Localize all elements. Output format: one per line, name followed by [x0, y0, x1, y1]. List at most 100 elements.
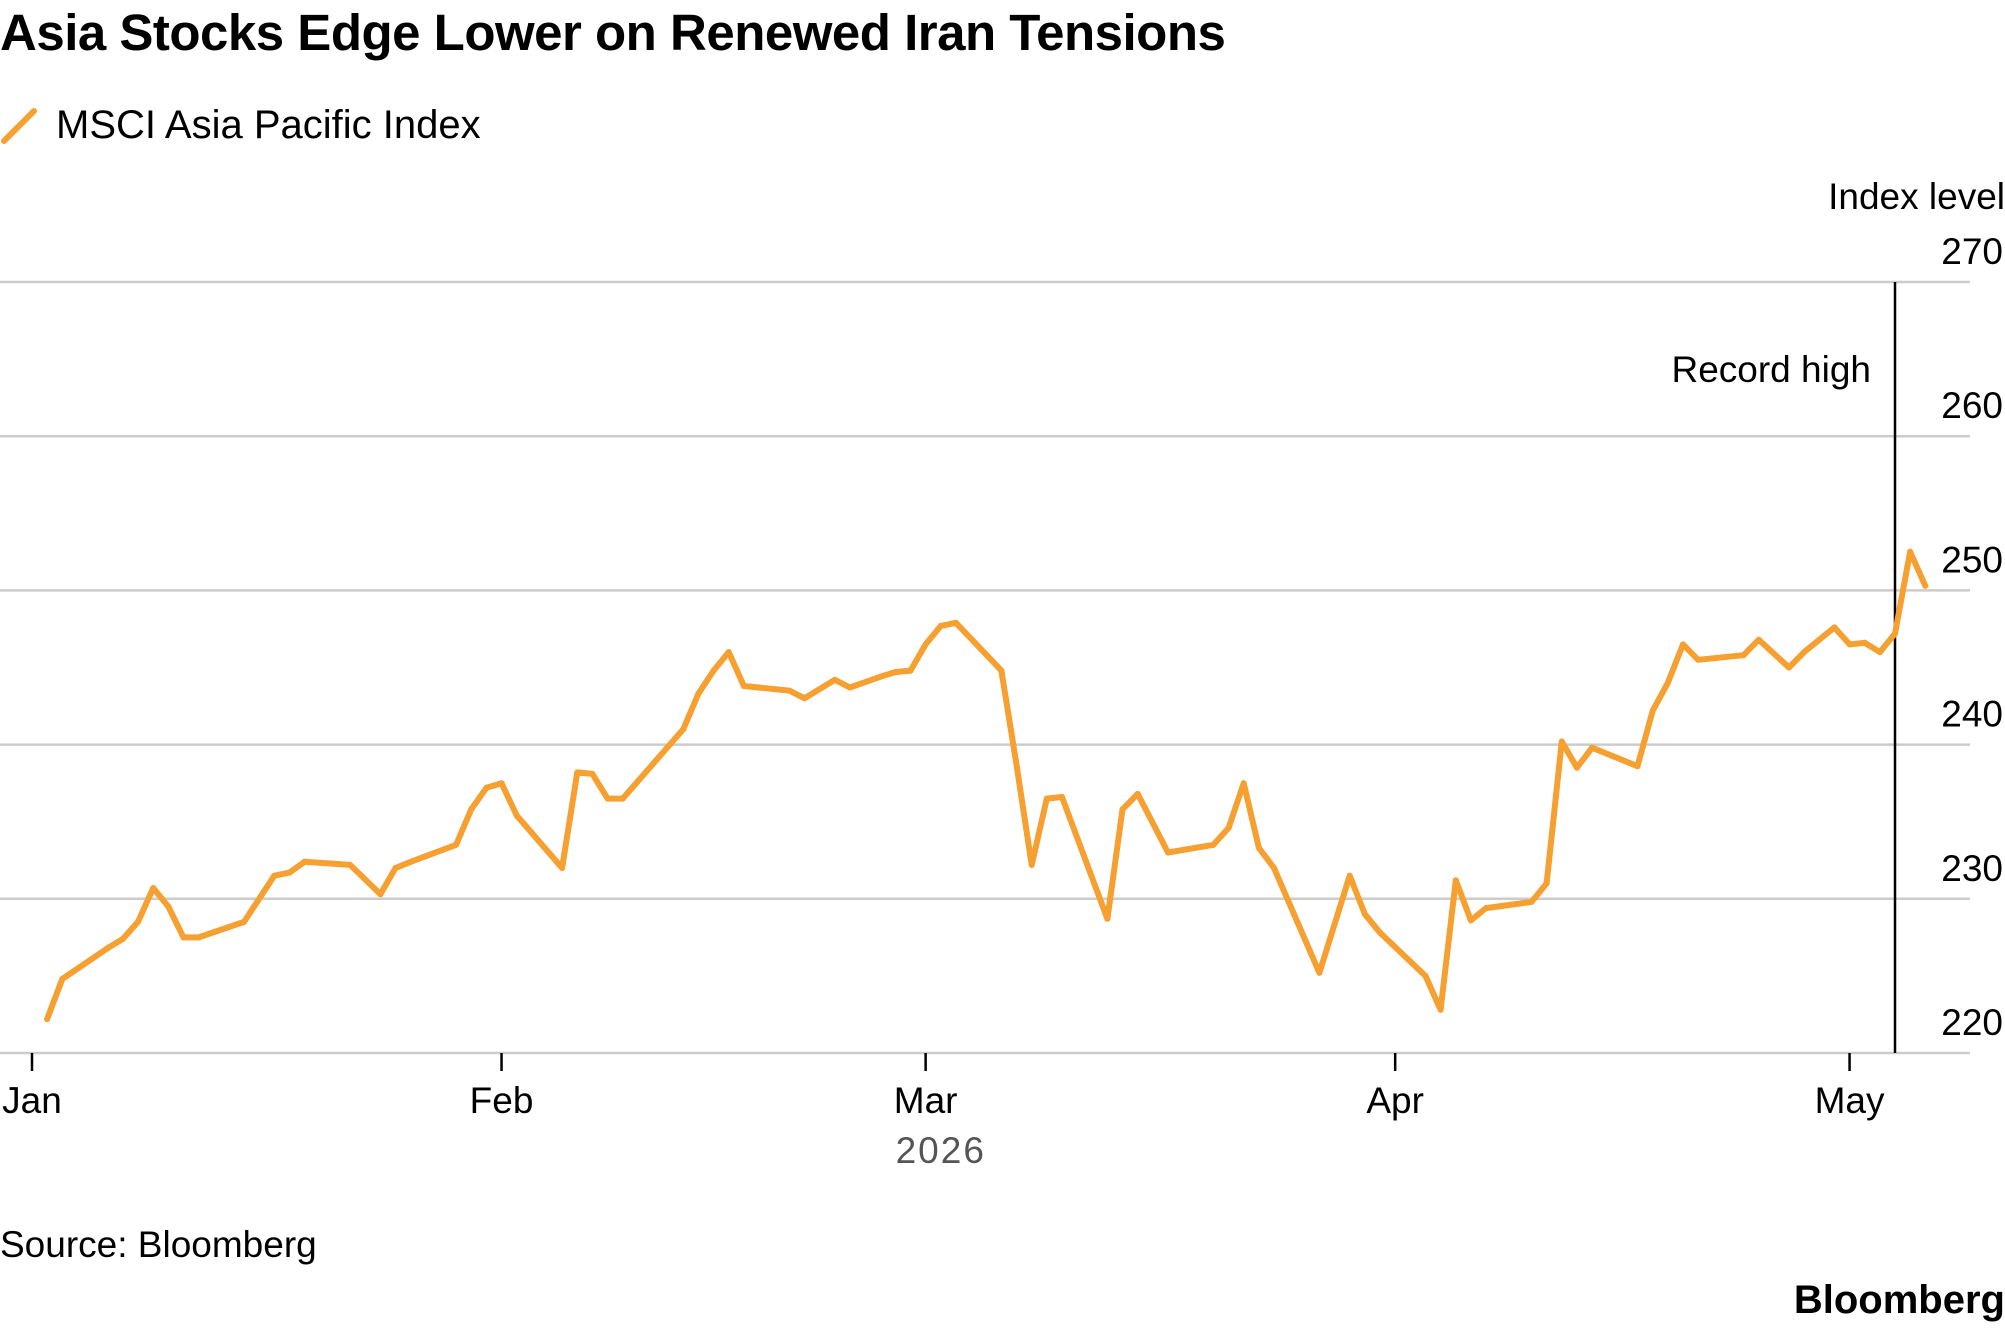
data-point	[135, 918, 141, 925]
data-point	[513, 812, 520, 819]
y-axis-ticks: 220 230 240 250 260 270	[1941, 231, 2003, 1043]
data-point	[1210, 841, 1217, 848]
data-point	[1059, 794, 1065, 800]
data-point	[347, 861, 354, 868]
data-point	[150, 885, 157, 891]
data-point	[574, 769, 581, 776]
data-point	[1801, 649, 1808, 656]
record-high-annotation: Record high	[1671, 349, 1871, 390]
data-point	[1316, 969, 1323, 976]
x-tick-label-mar: Mar	[894, 1080, 958, 1121]
x-tick-label-may: May	[1815, 1080, 1885, 1121]
legend: MSCI Asia Pacific Index	[0, 95, 481, 155]
legend-swatch-icon	[1, 108, 37, 144]
data-point	[1680, 641, 1686, 648]
data-point	[195, 934, 202, 941]
source-note: Source: Bloomberg	[0, 1224, 317, 1265]
data-point	[1119, 806, 1126, 813]
data-point	[1755, 636, 1762, 643]
data-point	[892, 669, 899, 676]
y-tick-label-220: 220	[1941, 1002, 2003, 1043]
data-point	[937, 622, 944, 629]
data-point	[1831, 624, 1838, 631]
data-point	[831, 676, 838, 683]
data-point	[1907, 548, 1914, 555]
data-point	[725, 649, 732, 656]
data-point	[165, 903, 172, 910]
data-point	[1346, 872, 1353, 879]
data-point	[1452, 877, 1459, 884]
data-point	[1437, 1006, 1444, 1013]
data-point	[619, 795, 626, 802]
data-point	[407, 858, 414, 865]
data-point	[922, 641, 929, 648]
y-axis-label: Index level	[1828, 176, 2005, 217]
data-point	[180, 934, 187, 941]
x-axis: Jan Feb Mar Apr May 2026	[0, 1051, 1970, 1171]
data-point	[1740, 652, 1747, 659]
data-point	[498, 780, 505, 787]
data-point	[1543, 880, 1550, 887]
y-tick-label-240: 240	[1941, 694, 2003, 735]
data-point	[392, 865, 399, 871]
data-point	[710, 667, 717, 674]
data-point	[1104, 915, 1111, 922]
data-point	[998, 667, 1005, 674]
data-point	[1861, 639, 1868, 646]
data-point	[453, 841, 460, 848]
data-point	[1361, 911, 1368, 918]
data-point	[846, 684, 853, 691]
data-point	[1043, 795, 1050, 802]
data-point	[1634, 763, 1641, 770]
data-point	[271, 872, 278, 879]
data-point	[119, 935, 126, 942]
data-point	[589, 770, 596, 777]
y-tick-label-250: 250	[1941, 539, 2003, 580]
data-point	[559, 865, 566, 871]
data-point	[1846, 641, 1853, 648]
data-point	[1876, 649, 1883, 656]
annotations: Record high	[1671, 282, 1897, 1053]
series-layer	[44, 548, 1929, 1023]
data-point	[1922, 582, 1929, 589]
data-point	[1892, 630, 1898, 637]
data-point	[801, 695, 808, 702]
data-point	[1028, 861, 1035, 868]
bloomberg-logo: Bloomberg	[1793, 1278, 2005, 1322]
data-point	[1816, 636, 1823, 643]
data-point	[377, 891, 384, 898]
data-point	[877, 673, 884, 680]
data-point	[695, 690, 702, 697]
data-point	[1483, 905, 1489, 912]
data-point	[1558, 738, 1565, 745]
data-point	[1528, 898, 1535, 905]
legend-label: MSCI Asia Pacific Index	[56, 103, 481, 147]
data-point	[1649, 707, 1656, 714]
data-point	[1377, 929, 1383, 936]
data-point	[1664, 679, 1671, 686]
data-point	[1422, 972, 1429, 979]
data-point	[468, 806, 475, 813]
data-point	[104, 945, 111, 952]
data-point	[1786, 664, 1792, 671]
data-point	[680, 726, 687, 733]
y-tick-label-270: 270	[1941, 231, 2003, 272]
data-point	[1589, 744, 1596, 751]
data-point	[1573, 764, 1580, 771]
data-point	[44, 1016, 51, 1023]
y-tick-label-230: 230	[1941, 848, 2003, 889]
data-point	[1240, 780, 1247, 787]
data-point	[241, 918, 247, 925]
data-point	[604, 795, 611, 802]
series-line-msci-asia-pacific	[44, 548, 1929, 1023]
chart-title: Asia Stocks Edge Lower on Renewed Iran T…	[0, 4, 1226, 61]
data-point	[301, 858, 308, 865]
data-point	[1165, 849, 1171, 856]
data-point	[1695, 656, 1702, 663]
data-point	[740, 683, 747, 689]
data-point	[1255, 844, 1262, 851]
data-point	[1467, 917, 1474, 924]
data-point	[907, 667, 914, 674]
data-point	[1134, 790, 1141, 797]
